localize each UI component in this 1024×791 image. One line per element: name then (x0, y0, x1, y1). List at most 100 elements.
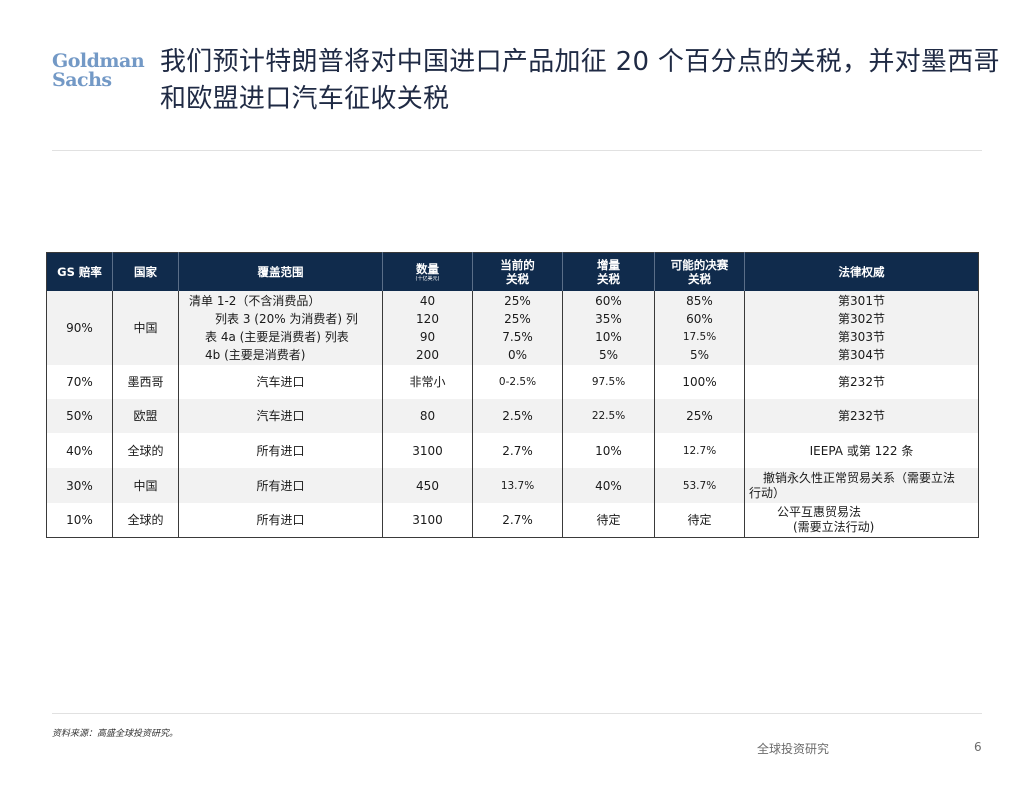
cell-amount: 3100 (382, 503, 473, 537)
law-line: 第301节 (838, 294, 885, 308)
cell-country: 欧盟 (112, 399, 179, 433)
coverage-line: 4b (主要是消费者) (205, 348, 306, 362)
logo-line-2: Sachs (52, 69, 112, 91)
cell-odds: 40% (46, 433, 113, 468)
cell-coverage: 所有进口 (178, 433, 383, 468)
header-final-tariff: 可能的决赛 关税 (654, 252, 745, 291)
cell-law: 第301节 第302节 第303节 第304节 (744, 291, 979, 365)
table-row-mexico: 70% 墨西哥 汽车进口 非常小 0-2.5% 97.5% 100% 第232节 (46, 365, 979, 399)
law-line: 第303节 (838, 330, 885, 344)
cell-current: 2.5% (472, 399, 563, 433)
cell-increase: 40% (562, 468, 655, 503)
increase-line: 35% (595, 312, 622, 326)
header-country: 国家 (112, 252, 179, 291)
tariff-table: GS 赔率 国家 覆盖范围 数量 (十亿美元) 当前的 关税 增量 关税 可能的… (46, 252, 979, 538)
cell-law: 撤销永久性正常贸易关系（需要立法 行动） (744, 468, 979, 503)
page-title: 我们预计特朗普将对中国进口产品加征 20 个百分点的关税，并对墨西哥和欧盟进口汽… (160, 47, 1000, 114)
table-row-eu: 50% 欧盟 汽车进口 80 2.5% 22.5% 25% 第232节 (46, 399, 979, 433)
page-number: 6 (974, 740, 982, 754)
current-line: 25% (504, 294, 531, 308)
header-final-line1: 可能的决赛 (670, 258, 729, 272)
increase-line: 10% (595, 330, 622, 344)
cell-increase: 10% (562, 433, 655, 468)
cell-final: 53.7% (654, 468, 745, 503)
table-header-row: GS 赔率 国家 覆盖范围 数量 (十亿美元) 当前的 关税 增量 关税 可能的… (46, 252, 979, 291)
header-amount: 数量 (十亿美元) (382, 252, 473, 291)
final-line: 17.5% (682, 331, 717, 343)
law-line: 第302节 (838, 312, 885, 326)
final-line: 60% (686, 312, 713, 326)
cell-law: IEEPA 或第 122 条 (744, 433, 979, 468)
cell-odds: 50% (46, 399, 113, 433)
cell-amount: 450 (382, 468, 473, 503)
cell-coverage: 清单 1-2（不含消费品） 列表 3 (20% 为消费者) 列 表 4a (主要… (178, 291, 383, 365)
final-line: 5% (689, 348, 710, 362)
header-odds: GS 赔率 (46, 252, 113, 291)
law-line: 行动） (749, 485, 786, 500)
cell-odds: 90% (46, 291, 113, 365)
header-current-line1: 当前的 (500, 258, 535, 272)
increase-line: 5% (598, 348, 619, 362)
cell-coverage: 汽车进口 (178, 365, 383, 399)
law-line: (需要立法行动) (793, 519, 875, 534)
cell-law: 公平互惠贸易法 (需要立法行动) (744, 503, 979, 537)
cell-coverage: 所有进口 (178, 468, 383, 503)
law-line: 撤销永久性正常贸易关系（需要立法 (763, 470, 956, 485)
logo-line-1: Goldman (52, 50, 145, 72)
cell-country: 中国 (112, 468, 179, 503)
amount-line: 120 (416, 312, 439, 326)
table-row-china-lists: 90% 中国 清单 1-2（不含消费品） 列表 3 (20% 为消费者) 列 表… (46, 291, 979, 365)
cell-odds: 30% (46, 468, 113, 503)
header-increase-line2: 关税 (597, 272, 620, 286)
cell-coverage: 所有进口 (178, 503, 383, 537)
amount-line: 40 (419, 294, 436, 308)
cell-final: 85% 60% 17.5% 5% (654, 291, 745, 365)
cell-country: 全球的 (112, 503, 179, 537)
cell-country: 墨西哥 (112, 365, 179, 399)
coverage-line: 列表 3 (20% 为消费者) 列 (215, 312, 358, 326)
cell-coverage: 汽车进口 (178, 399, 383, 433)
cell-current: 0-2.5% (472, 365, 563, 399)
coverage-line: 表 4a (主要是消费者) 列表 (205, 330, 349, 344)
cell-amount: 80 (382, 399, 473, 433)
header-increase-line1: 增量 (597, 258, 620, 272)
table-row-global-2: 10% 全球的 所有进口 3100 2.7% 待定 待定 公平互惠贸易法 (需要… (46, 503, 979, 537)
goldman-sachs-logo: Goldman Sachs (52, 50, 145, 91)
cell-final: 100% (654, 365, 745, 399)
current-line: 0% (507, 348, 528, 362)
final-line: 85% (686, 294, 713, 308)
cell-country: 中国 (112, 291, 179, 365)
cell-amount: 非常小 (382, 365, 473, 399)
header-law: 法律权威 (744, 252, 979, 291)
coverage-line: 清单 1-2（不含消费品） (189, 294, 321, 308)
law-line: 公平互惠贸易法 (777, 504, 862, 519)
footer-label: 全球投资研究 (757, 742, 830, 756)
current-line: 25% (504, 312, 531, 326)
source-note: 资料来源：高盛全球投资研究。 (52, 729, 179, 739)
cell-final: 12.7% (654, 433, 745, 468)
table-row-global-1: 40% 全球的 所有进口 3100 2.7% 10% 12.7% IEEPA 或… (46, 433, 979, 468)
law-line: 第304节 (838, 348, 885, 362)
cell-increase: 97.5% (562, 365, 655, 399)
cell-current: 25% 25% 7.5% 0% (472, 291, 563, 365)
header-final-line2: 关税 (688, 272, 711, 286)
bottom-divider (52, 713, 982, 714)
cell-increase: 60% 35% 10% 5% (562, 291, 655, 365)
cell-country: 全球的 (112, 433, 179, 468)
cell-increase: 待定 (562, 503, 655, 537)
cell-final: 25% (654, 399, 745, 433)
cell-current: 2.7% (472, 503, 563, 537)
cell-current: 2.7% (472, 433, 563, 468)
cell-final: 待定 (654, 503, 745, 537)
cell-law: 第232节 (744, 399, 979, 433)
header-coverage: 覆盖范围 (178, 252, 383, 291)
cell-odds: 70% (46, 365, 113, 399)
header-amount-unit: (十亿美元) (415, 275, 440, 282)
cell-amount: 40 120 90 200 (382, 291, 473, 365)
cell-current: 13.7% (472, 468, 563, 503)
current-line: 7.5% (502, 330, 533, 344)
header-current-tariff: 当前的 关税 (472, 252, 563, 291)
table-row-china-pntr: 30% 中国 所有进口 450 13.7% 40% 53.7% 撤销永久性正常贸… (46, 468, 979, 503)
cell-increase: 22.5% (562, 399, 655, 433)
cell-amount: 3100 (382, 433, 473, 468)
